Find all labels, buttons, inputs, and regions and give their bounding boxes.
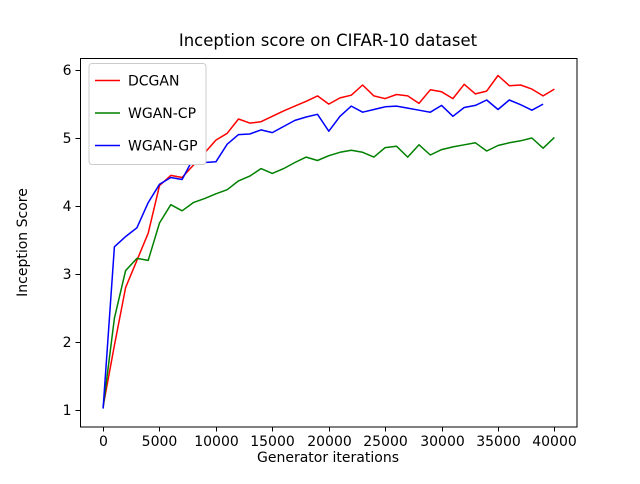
y-tick-label: 5	[63, 131, 72, 147]
x-tick-label: 30000	[420, 434, 465, 450]
legend-label-wgan-gp: WGAN-GP	[128, 139, 198, 155]
x-tick-label: 25000	[363, 434, 408, 450]
x-tick-label: 20000	[307, 434, 352, 450]
legend-entry-wgan-cp: WGAN-CP	[95, 106, 196, 122]
y-tick-label: 3	[63, 267, 72, 283]
legend-box	[88, 63, 207, 165]
x-tick-label: 40000	[532, 434, 577, 450]
y-axis-label: Inception Score	[15, 188, 31, 297]
y-tick-label: 1	[63, 403, 72, 419]
legend-entry-dcgan: DCGAN	[95, 74, 179, 90]
series-line-dcgan	[102, 74, 555, 407]
y-tick-label: 6	[63, 63, 72, 79]
axes-spines	[80, 58, 578, 428]
x-tick-label: 35000	[476, 434, 521, 450]
legend-entry-wgan-gp: WGAN-GP	[95, 139, 198, 155]
series-line-wgan-gp	[102, 99, 544, 409]
x-tick-label: 15000	[250, 434, 295, 450]
legend-label-dcgan: DCGAN	[128, 74, 179, 90]
legend: DCGAN WGAN-CP WGAN-GP	[88, 63, 207, 165]
x-axis-label: Generator iterations	[257, 450, 399, 466]
plot-area: 0 5000 10000 15000 20000 25000 30000 35000 40000…	[63, 63, 577, 450]
x-tick-label: 0	[99, 434, 108, 450]
series-line-wgan-cp	[102, 136, 555, 409]
y-tick-label: 2	[63, 335, 72, 351]
x-tick-label: 5000	[142, 434, 178, 450]
y-tick-label: 4	[63, 199, 72, 215]
legend-label-wgan-cp: WGAN-CP	[128, 106, 196, 122]
x-tick-label: 10000	[194, 434, 239, 450]
chart-title: Inception score on CIFAR-10 dataset	[179, 31, 478, 50]
